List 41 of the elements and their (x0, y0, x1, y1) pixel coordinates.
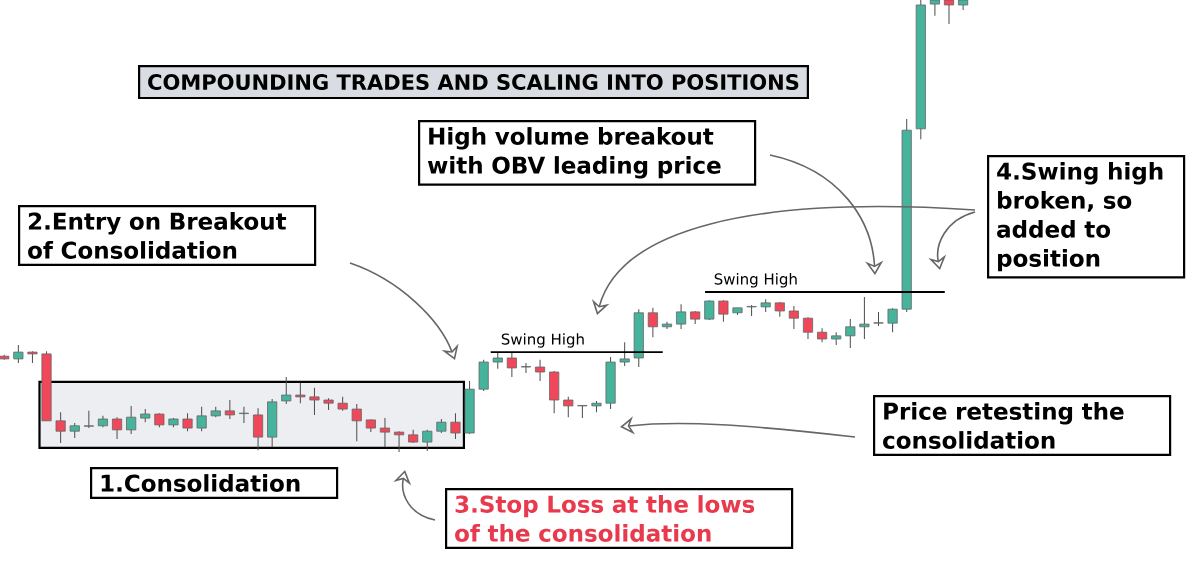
candlestick (238, 406, 249, 424)
candlestick (295, 382, 306, 404)
text: 3.Stop Loss at the lows of the consolidation (455, 495, 755, 542)
text: 1.Consolidation (101, 474, 300, 492)
candlestick (619, 341, 630, 367)
candlestick (802, 316, 814, 340)
candlestick (394, 430, 405, 453)
candlestick (887, 307, 898, 333)
annotation: Price retesting the consolidation (883, 402, 1124, 449)
candlestick (535, 359, 546, 382)
candlestick (506, 352, 517, 378)
candlestick (55, 411, 66, 444)
candlestick (224, 399, 235, 420)
candlestick (788, 305, 799, 330)
text: COMPOUNDING TRADES AND SCALING INTO POSITIONS (148, 74, 799, 90)
candlestick (309, 387, 320, 416)
ref-line-label: Swing High (501, 333, 584, 348)
candlestick (520, 362, 532, 374)
candlestick (351, 403, 362, 442)
candlestick (422, 429, 433, 452)
candlestick (450, 412, 461, 440)
candlestick (929, 0, 940, 17)
candlestick (943, 0, 955, 25)
candlestick (718, 299, 729, 323)
candlestick (126, 405, 137, 435)
annotation: High volume breakout with OBV leading price (427, 127, 721, 179)
candlestick (111, 416, 123, 440)
candlestick (253, 407, 264, 451)
ref-line-label: Swing High (714, 273, 797, 288)
candlestick (647, 307, 658, 338)
candlestick (196, 406, 207, 432)
candlestick (182, 412, 193, 432)
candlestick (676, 303, 687, 330)
candlestick (859, 296, 870, 340)
candlestick (13, 344, 24, 364)
candlestick (845, 318, 856, 349)
candlestick (563, 396, 574, 418)
candlestick (281, 376, 292, 405)
text: 4.Swing high broken, so added to position (997, 162, 1163, 272)
annotation: 2.Entry on Breakout of Consolidation (28, 212, 287, 259)
candlestick (379, 417, 391, 448)
